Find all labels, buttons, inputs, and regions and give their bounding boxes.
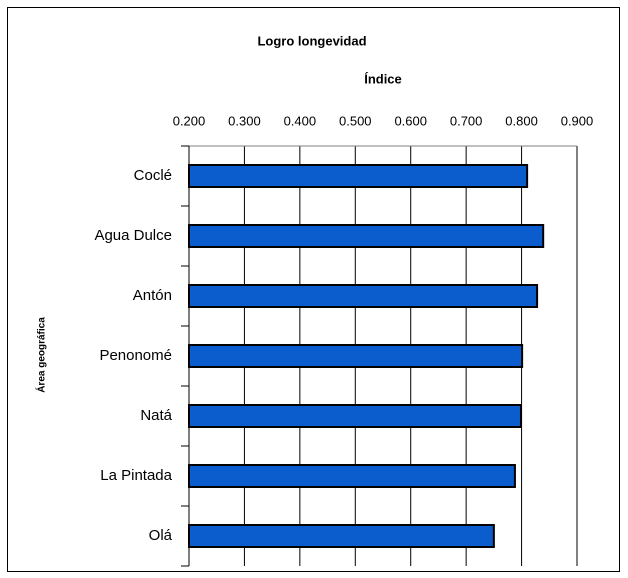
y-axis-label: Área geográfica (35, 317, 48, 393)
x-tick-label: 0.400 (284, 113, 317, 128)
bar (188, 344, 524, 368)
x-tick-label: 0.200 (173, 113, 206, 128)
chart-title: Logro longevidad (257, 33, 366, 48)
bar (188, 464, 516, 488)
x-tick-label: 0.500 (339, 113, 372, 128)
bar (188, 404, 523, 428)
x-tick-label: 0.600 (394, 113, 427, 128)
bar (188, 524, 495, 548)
y-tick-label: Olá (149, 527, 173, 544)
x-tick-label: 0.700 (450, 113, 483, 128)
y-tick-label: Agua Dulce (94, 227, 172, 244)
x-axis-label: Índice (364, 71, 402, 86)
y-tick-label: Coclé (134, 167, 172, 184)
y-tick-label: Natá (140, 407, 172, 424)
y-tick-label: Penonomé (99, 347, 172, 364)
bar (188, 164, 529, 188)
y-tick-label: La Pintada (100, 467, 172, 484)
y-tick-label: Antón (133, 287, 172, 304)
x-tick-label: 0.900 (561, 113, 594, 128)
x-tick-label: 0.800 (505, 113, 538, 128)
bar (188, 224, 545, 248)
bar (188, 284, 539, 308)
x-tick-label: 0.300 (228, 113, 261, 128)
